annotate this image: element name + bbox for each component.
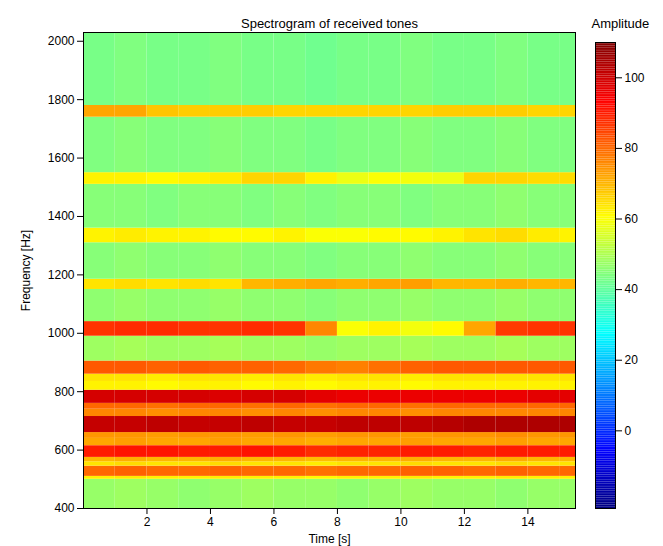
svg-text:Frequency [Hz]: Frequency [Hz] bbox=[19, 230, 33, 311]
svg-text:Spectrogram of received tones: Spectrogram of received tones bbox=[241, 16, 419, 31]
svg-text:400: 400 bbox=[54, 501, 74, 515]
svg-text:40: 40 bbox=[625, 282, 639, 296]
svg-text:1000: 1000 bbox=[48, 326, 75, 340]
svg-text:14: 14 bbox=[521, 515, 535, 529]
svg-text:Time [s]: Time [s] bbox=[308, 532, 350, 546]
svg-text:80: 80 bbox=[625, 141, 639, 155]
svg-text:12: 12 bbox=[458, 515, 472, 529]
svg-text:2: 2 bbox=[144, 515, 151, 529]
svg-text:600: 600 bbox=[54, 443, 74, 457]
svg-text:800: 800 bbox=[54, 385, 74, 399]
svg-text:1800: 1800 bbox=[48, 93, 75, 107]
svg-text:60: 60 bbox=[625, 212, 639, 226]
svg-text:100: 100 bbox=[625, 71, 645, 85]
svg-text:2000: 2000 bbox=[48, 34, 75, 48]
svg-text:1200: 1200 bbox=[48, 268, 75, 282]
svg-text:1400: 1400 bbox=[48, 209, 75, 223]
svg-text:4: 4 bbox=[207, 515, 214, 529]
svg-text:8: 8 bbox=[334, 515, 341, 529]
svg-text:1600: 1600 bbox=[48, 151, 75, 165]
svg-text:20: 20 bbox=[625, 353, 639, 367]
svg-text:10: 10 bbox=[394, 515, 408, 529]
svg-text:0: 0 bbox=[625, 424, 632, 438]
svg-text:6: 6 bbox=[271, 515, 278, 529]
svg-text:Amplitude: Amplitude bbox=[592, 16, 650, 31]
